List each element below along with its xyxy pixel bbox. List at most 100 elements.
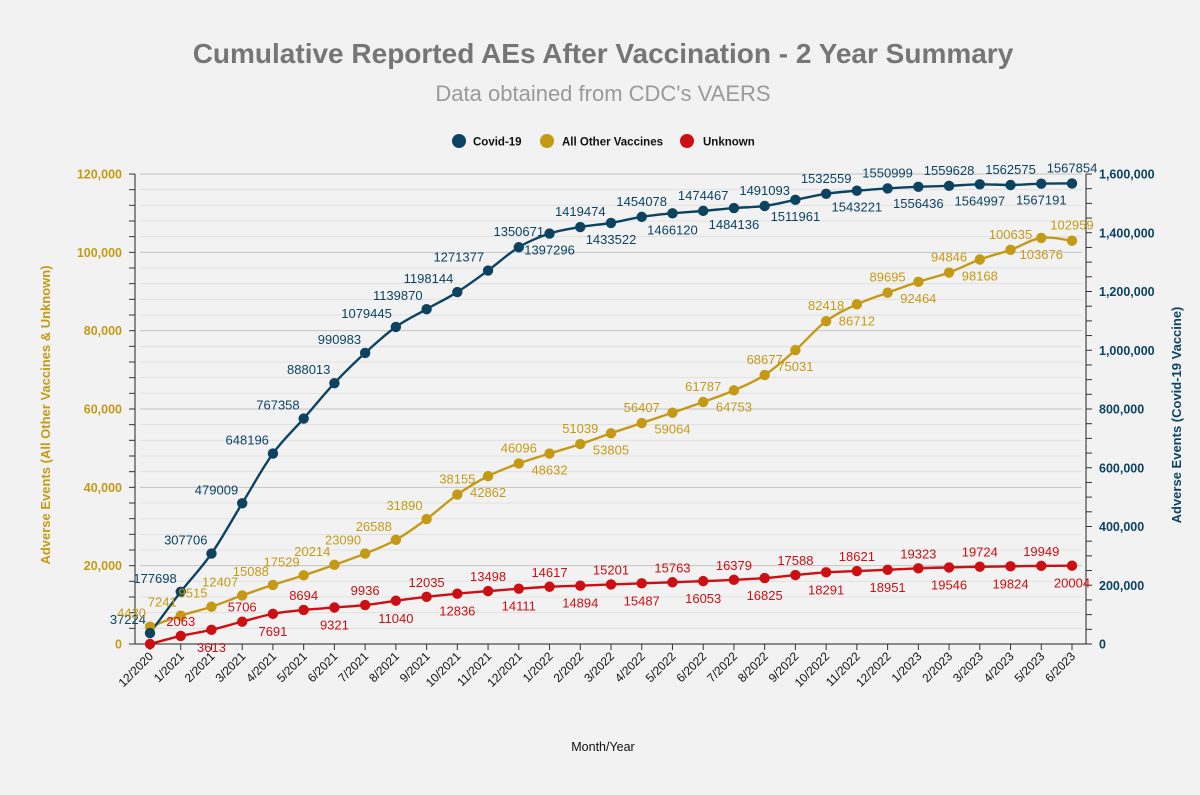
- data-point-other[interactable]: [359, 548, 371, 559]
- data-point-unknown[interactable]: [790, 569, 801, 581]
- legend-item-other[interactable]: All Other Vaccines: [540, 134, 663, 149]
- data-point-covid[interactable]: [482, 265, 494, 276]
- data-point-unknown[interactable]: [913, 563, 924, 574]
- data-point-unknown[interactable]: [1036, 560, 1047, 572]
- data-point-covid[interactable]: [237, 498, 248, 509]
- data-point-covid[interactable]: [913, 181, 924, 192]
- data-point-covid[interactable]: [759, 200, 770, 212]
- data-point-covid[interactable]: [636, 211, 647, 223]
- data-point-other[interactable]: [605, 428, 617, 439]
- data-point-covid[interactable]: [943, 180, 955, 192]
- data-point-other[interactable]: [851, 299, 863, 310]
- data-point-unknown[interactable]: [974, 561, 985, 572]
- data-point-unknown[interactable]: [759, 572, 770, 584]
- data-point-unknown[interactable]: [544, 581, 555, 592]
- data-point-unknown[interactable]: [636, 578, 647, 589]
- data-point-unknown[interactable]: [1066, 560, 1078, 571]
- data-point-unknown[interactable]: [851, 565, 863, 577]
- data-point-unknown[interactable]: [390, 595, 402, 606]
- data-point-other[interactable]: [667, 407, 678, 418]
- data-point-other[interactable]: [790, 344, 801, 356]
- data-point-unknown[interactable]: [575, 580, 586, 591]
- data-point-other[interactable]: [882, 287, 893, 298]
- legend-item-unknown[interactable]: Unknown: [680, 134, 755, 149]
- series-points: [144, 178, 1078, 650]
- data-point-covid[interactable]: [452, 286, 463, 298]
- data-point-other[interactable]: [206, 601, 217, 612]
- data-point-covid[interactable]: [882, 183, 893, 194]
- data-point-other[interactable]: [237, 590, 248, 601]
- data-point-unknown[interactable]: [728, 574, 740, 586]
- legend-item-covid[interactable]: Covid-19: [452, 134, 522, 149]
- data-point-covid[interactable]: [175, 586, 186, 598]
- data-point-unknown[interactable]: [882, 564, 893, 575]
- data-point-covid[interactable]: [1005, 179, 1016, 191]
- data-point-unknown[interactable]: [482, 585, 494, 597]
- data-point-other[interactable]: [820, 315, 832, 327]
- data-point-unknown[interactable]: [1005, 561, 1016, 572]
- data-point-other[interactable]: [575, 438, 586, 450]
- data-point-other[interactable]: [175, 610, 186, 621]
- data-point-unknown[interactable]: [513, 583, 524, 594]
- right-axis-title: Adverse Events (Covid-19 Vaccine): [1169, 307, 1184, 524]
- data-point-other[interactable]: [513, 458, 524, 469]
- data-label-covid: 1139870: [373, 288, 423, 303]
- data-point-covid[interactable]: [1066, 178, 1078, 189]
- data-point-unknown[interactable]: [175, 630, 186, 642]
- data-point-other[interactable]: [1005, 244, 1016, 256]
- data-point-other[interactable]: [267, 579, 279, 591]
- data-point-other[interactable]: [913, 276, 924, 288]
- data-point-other[interactable]: [298, 570, 309, 581]
- data-point-other[interactable]: [636, 417, 647, 429]
- data-point-unknown[interactable]: [237, 616, 248, 627]
- data-point-other[interactable]: [452, 489, 463, 500]
- data-point-covid[interactable]: [698, 205, 709, 217]
- data-point-unknown[interactable]: [943, 562, 955, 573]
- data-point-other[interactable]: [974, 254, 985, 265]
- data-point-covid[interactable]: [728, 202, 740, 214]
- data-point-unknown[interactable]: [605, 579, 617, 590]
- data-point-covid[interactable]: [575, 221, 586, 233]
- data-point-covid[interactable]: [298, 413, 309, 424]
- data-point-covid[interactable]: [421, 303, 432, 315]
- data-point-unknown[interactable]: [667, 577, 678, 588]
- data-point-unknown[interactable]: [452, 588, 463, 599]
- data-point-unknown[interactable]: [421, 591, 432, 603]
- data-point-covid[interactable]: [667, 208, 678, 219]
- data-point-unknown[interactable]: [298, 604, 309, 616]
- data-point-covid[interactable]: [513, 242, 524, 253]
- data-point-covid[interactable]: [329, 377, 340, 389]
- data-point-covid[interactable]: [544, 228, 555, 239]
- data-point-covid[interactable]: [605, 217, 617, 229]
- data-point-covid[interactable]: [390, 321, 402, 333]
- data-point-other[interactable]: [1066, 235, 1078, 246]
- data-point-unknown[interactable]: [206, 624, 217, 636]
- data-point-unknown[interactable]: [820, 567, 832, 578]
- data-point-other[interactable]: [943, 267, 955, 278]
- data-point-covid[interactable]: [790, 194, 801, 206]
- legend[interactable]: Covid-19 All Other Vaccines Unknown: [452, 134, 755, 149]
- data-point-other[interactable]: [759, 369, 770, 381]
- data-point-unknown[interactable]: [267, 608, 279, 620]
- data-point-covid[interactable]: [820, 188, 832, 200]
- data-point-unknown[interactable]: [329, 602, 340, 613]
- data-point-other[interactable]: [1036, 232, 1047, 244]
- data-point-covid[interactable]: [851, 185, 863, 196]
- data-point-covid[interactable]: [144, 627, 156, 639]
- data-point-other[interactable]: [482, 470, 494, 482]
- data-point-other[interactable]: [544, 448, 555, 459]
- data-label-covid: 1567854: [1047, 160, 1098, 175]
- data-point-other[interactable]: [728, 385, 740, 396]
- data-point-unknown[interactable]: [698, 575, 709, 587]
- data-point-other[interactable]: [698, 396, 709, 408]
- data-point-covid[interactable]: [1036, 178, 1047, 189]
- data-point-other[interactable]: [329, 559, 340, 571]
- data-point-covid[interactable]: [974, 179, 985, 190]
- data-point-other[interactable]: [390, 534, 402, 546]
- data-point-other[interactable]: [421, 513, 432, 525]
- data-point-covid[interactable]: [206, 548, 217, 559]
- data-point-unknown[interactable]: [359, 599, 371, 611]
- data-point-covid[interactable]: [267, 448, 279, 459]
- data-point-unknown[interactable]: [144, 638, 156, 650]
- data-point-covid[interactable]: [359, 347, 371, 359]
